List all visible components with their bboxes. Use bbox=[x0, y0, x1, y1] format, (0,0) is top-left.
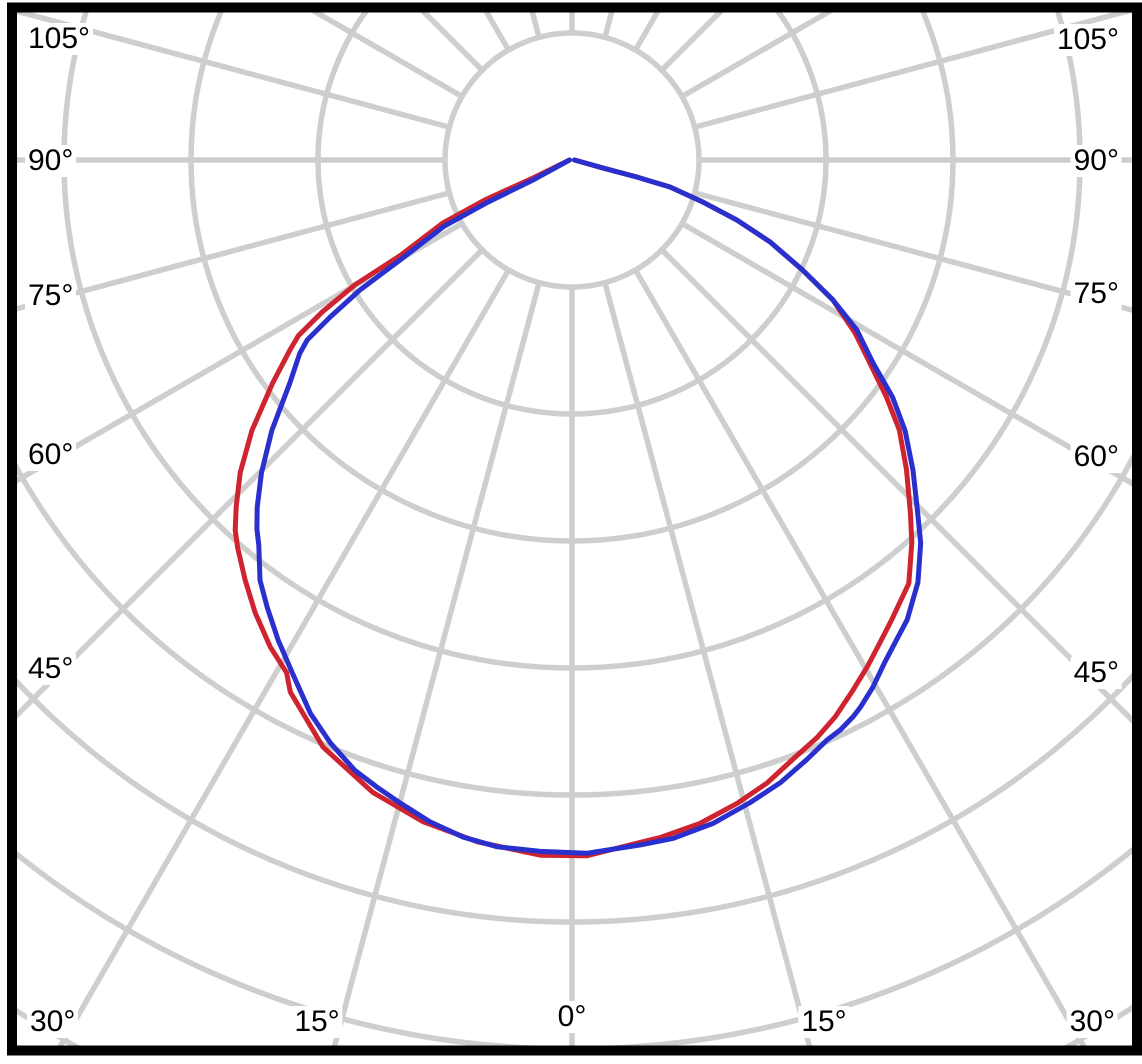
angle-tick-label-left-105: 105° bbox=[25, 23, 94, 55]
angle-tick-label-right-105: 105° bbox=[1053, 24, 1122, 56]
grid-spoke bbox=[602, 281, 813, 1046]
grid-spoke bbox=[693, 190, 1132, 313]
angle-tick-label-right-90: 90° bbox=[1070, 145, 1122, 177]
angle-tick-label-bottom-0: 0° bbox=[554, 1001, 590, 1033]
angle-tick-label-right-45: 45° bbox=[1070, 657, 1122, 689]
plot-border bbox=[7, 2, 1142, 1056]
angle-tick-label-left-60: 60° bbox=[25, 439, 77, 471]
angle-tick-label-right-75: 75° bbox=[1070, 278, 1122, 310]
angle-tick-label-left-90: 90° bbox=[25, 145, 77, 177]
grid-spoke bbox=[693, 12, 1132, 130]
grid-spoke bbox=[680, 221, 1132, 487]
grid-spoke bbox=[17, 221, 464, 484]
angle-tick-label-bottom-30r: 30° bbox=[1066, 1006, 1118, 1038]
grid-spoke bbox=[331, 281, 542, 1046]
blue-series-curve bbox=[254, 157, 924, 856]
grid-spoke bbox=[17, 190, 451, 312]
grid-spoke bbox=[659, 247, 1132, 724]
grid-spoke bbox=[17, 247, 485, 719]
angle-tick-label-bottom-15r: 15° bbox=[798, 1006, 850, 1038]
angle-tick-label-bottom-15l: 15° bbox=[291, 1006, 343, 1038]
red-series-curve bbox=[232, 157, 915, 859]
angle-tick-label-left-45: 45° bbox=[25, 653, 77, 685]
angle-tick-label-left-75: 75° bbox=[25, 280, 77, 312]
grid-spoke bbox=[57, 268, 511, 1046]
angle-tick-label-right-60: 60° bbox=[1070, 441, 1122, 473]
grid-spoke bbox=[633, 268, 1087, 1046]
angle-tick-label-bottom-30l: 30° bbox=[27, 1006, 79, 1038]
grid-spoke bbox=[17, 12, 451, 130]
